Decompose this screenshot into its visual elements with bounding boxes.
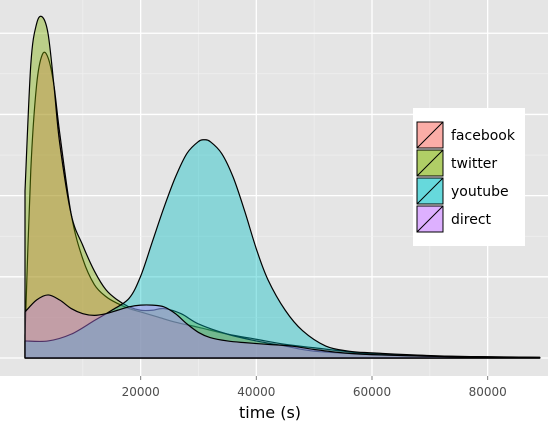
x-axis-title: time (s) — [239, 403, 301, 422]
density-areas — [24, 15, 541, 359]
x-axis-ticks: 20000 40000 60000 80000 — [122, 376, 507, 399]
legend-item-facebook: facebook — [416, 121, 516, 149]
legend-label: twitter — [451, 156, 497, 172]
legend-item-twitter: twitter — [416, 149, 497, 177]
density-area-facebook — [24, 51, 541, 359]
x-tick-label: 80000 — [469, 385, 507, 399]
legend-entries: facebook twitter youtube direct — [416, 121, 516, 233]
legend-label: direct — [451, 212, 492, 228]
legend: facebook twitter youtube direct — [413, 108, 525, 246]
x-tick-label: 40000 — [237, 385, 275, 399]
legend-key-diagonal — [416, 121, 444, 149]
density-area-twitter — [24, 15, 541, 359]
legend-key-diagonal — [416, 149, 444, 177]
legend-key-diagonal — [416, 205, 444, 233]
legend-item-youtube: youtube — [416, 177, 509, 205]
density-area-direct — [24, 294, 541, 359]
legend-label: youtube — [451, 184, 509, 200]
x-tick-label: 20000 — [122, 385, 160, 399]
legend-label: facebook — [451, 128, 516, 144]
density-area-youtube — [24, 139, 541, 359]
legend-item-direct: direct — [416, 205, 492, 233]
legend-key-diagonal — [416, 177, 444, 205]
x-tick-label: 60000 — [353, 385, 391, 399]
